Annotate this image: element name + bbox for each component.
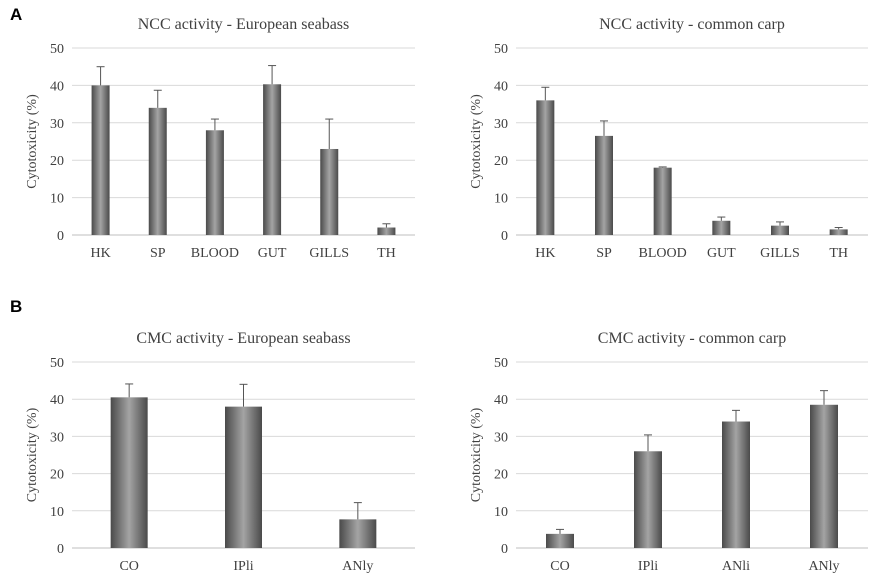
chart2-x-tick-label: HK <box>535 246 555 261</box>
chart4-title: CMC activity - common carp <box>598 330 786 347</box>
chart4-x-tick-label: IPli <box>638 559 658 574</box>
chart4-y-tick-label: 0 <box>501 542 508 557</box>
chart2-x-tick-label: TH <box>829 246 848 261</box>
chart3-bar-ipli <box>225 406 262 548</box>
chart1-y-tick-label: 30 <box>50 117 64 132</box>
chart4-x-tick-label: ANli <box>722 559 750 574</box>
chart4-bar-anli <box>722 421 750 548</box>
chart1-y-tick-label: 20 <box>50 154 64 169</box>
chart3-bar-co <box>110 397 148 548</box>
chart3-y-tick-label: 30 <box>50 430 64 445</box>
chart3-y-tick-label: 0 <box>57 542 64 557</box>
chart1-bar-th <box>377 227 396 235</box>
chart1-bar-gills <box>320 148 339 235</box>
chart3-y-tick-label: 10 <box>50 505 64 520</box>
chart1-bar-gut <box>263 84 282 235</box>
chart4-y-tick-label: 20 <box>494 468 508 483</box>
chart4-bar-anly <box>810 404 838 548</box>
chart3-y-tick-label: 40 <box>50 393 64 408</box>
chart2-title: NCC activity - common carp <box>599 16 785 33</box>
chart2-x-tick-label: BLOOD <box>639 246 687 261</box>
chart3-x-tick-label: IPli <box>233 559 253 574</box>
chart3-y-tick-label: 50 <box>50 356 64 371</box>
chart2-bar-sp <box>595 135 613 235</box>
chart2-bar-gills <box>771 225 789 235</box>
chart4-y-tick-label: 40 <box>494 393 508 408</box>
chart1-x-tick-label: GILLS <box>309 246 349 261</box>
chart2-y-tick-label: 50 <box>494 42 508 57</box>
chart2-y-tick-label: 20 <box>494 154 508 169</box>
chart1-bar-hk <box>91 85 110 236</box>
chart3-title: CMC activity - European seabass <box>136 330 350 347</box>
panel-label-b: B <box>10 297 23 316</box>
panel-label-a: A <box>10 5 23 24</box>
chart4-y-tick-label: 10 <box>494 505 508 520</box>
chart4-x-tick-label: CO <box>550 559 569 574</box>
chart2-x-tick-label: GILLS <box>760 246 800 261</box>
chart2-y-tick-label: 0 <box>501 229 508 244</box>
chart4-x-tick-label: ANly <box>808 559 839 574</box>
chart1-x-tick-label: BLOOD <box>191 246 239 261</box>
chart4-y-tick-label: 50 <box>494 356 508 371</box>
chart2-y-tick-label: 40 <box>494 79 508 94</box>
chart3-y-tick-label: 20 <box>50 468 64 483</box>
chart1-x-tick-label: SP <box>150 246 166 261</box>
chart4-y-axis-label: Cytotoxicity (%) <box>469 407 484 502</box>
chart1-bar-sp <box>148 107 167 235</box>
chart3-y-axis-label: Cytotoxicity (%) <box>25 407 40 502</box>
chart2-y-tick-label: 10 <box>494 192 508 207</box>
chart3-bar-anly <box>339 519 377 548</box>
chart2-y-axis-label: Cytotoxicity (%) <box>469 94 484 189</box>
chart2-x-tick-label: GUT <box>707 246 736 261</box>
chart4-bar-co <box>546 533 574 548</box>
chart2-bar-th <box>829 229 848 235</box>
chart4-y-tick-label: 30 <box>494 430 508 445</box>
chart1-bar-blood <box>205 130 224 235</box>
chart2-bar-hk <box>536 100 555 235</box>
chart1-y-tick-label: 0 <box>57 229 64 244</box>
chart1-x-tick-label: HK <box>90 246 110 261</box>
chart1-x-tick-label: GUT <box>258 246 287 261</box>
chart3-x-tick-label: CO <box>119 559 138 574</box>
chart2-bar-gut <box>712 220 731 235</box>
chart3-x-tick-label: ANly <box>342 559 373 574</box>
chart1-y-tick-label: 50 <box>50 42 64 57</box>
chart2-x-tick-label: SP <box>596 246 612 261</box>
chart4-bar-ipli <box>634 451 662 548</box>
chart2-y-tick-label: 30 <box>494 117 508 132</box>
chart1-y-tick-label: 10 <box>50 192 64 207</box>
chart1-y-tick-label: 40 <box>50 79 64 94</box>
chart1-title: NCC activity - European seabass <box>138 16 350 33</box>
chart1-x-tick-label: TH <box>377 246 396 261</box>
chart1-y-axis-label: Cytotoxicity (%) <box>25 94 40 189</box>
chart2-bar-blood <box>653 167 672 235</box>
